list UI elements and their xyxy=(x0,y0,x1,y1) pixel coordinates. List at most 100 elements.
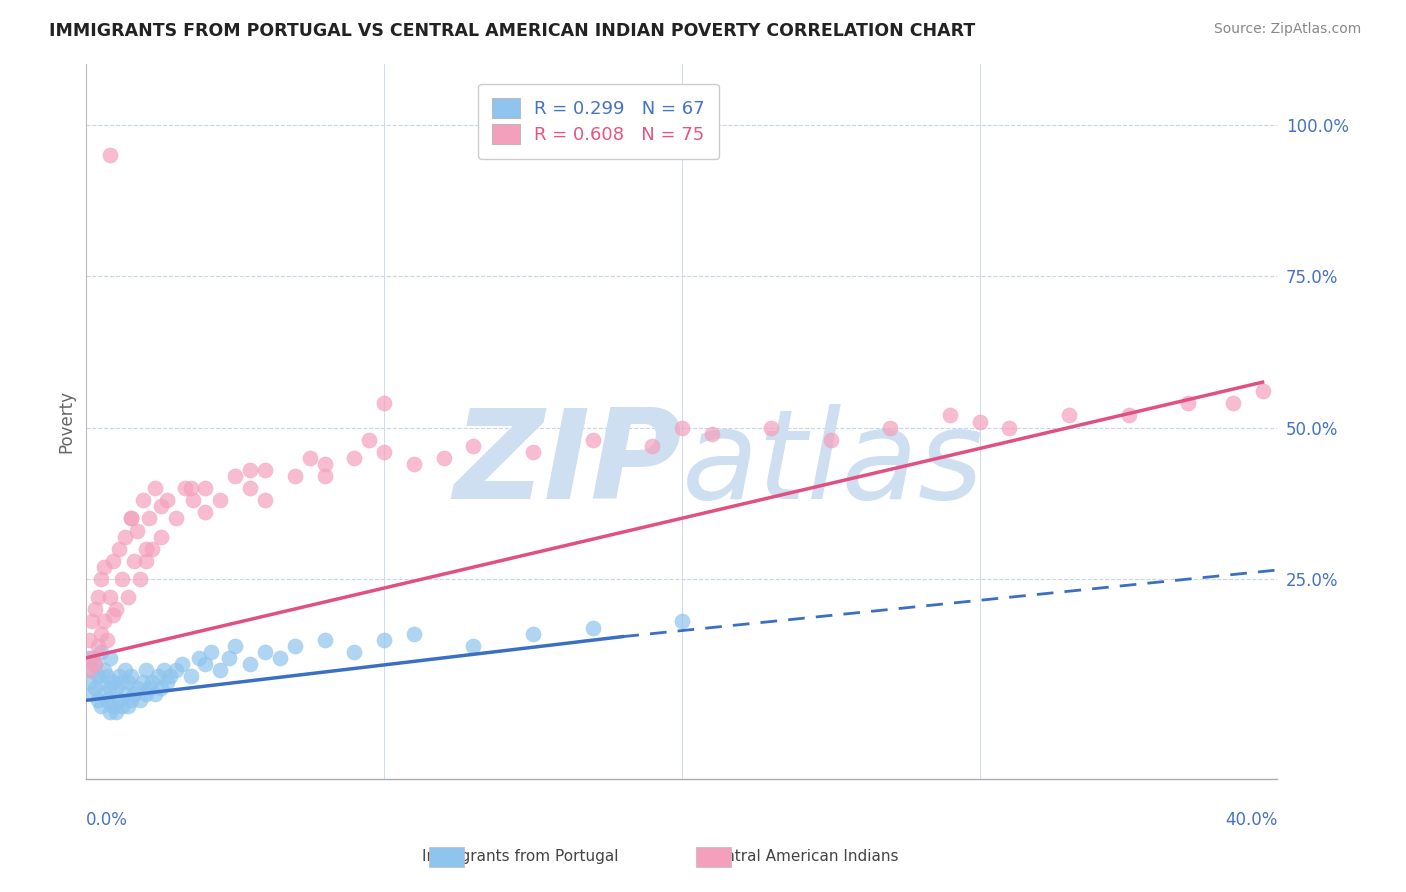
Point xyxy=(135,554,157,568)
Point xyxy=(284,639,307,653)
Point xyxy=(239,463,262,477)
Point xyxy=(373,445,395,459)
Point xyxy=(101,675,124,690)
Point xyxy=(87,669,110,683)
Point xyxy=(84,657,107,671)
Y-axis label: Poverty: Poverty xyxy=(58,390,75,453)
Point xyxy=(111,699,134,714)
Point xyxy=(224,639,246,653)
Point xyxy=(105,706,128,720)
Point xyxy=(120,511,142,525)
Point xyxy=(314,632,336,647)
Point xyxy=(314,457,336,471)
Point xyxy=(114,530,136,544)
Point xyxy=(170,657,193,671)
Point xyxy=(77,651,100,665)
Text: 0.0%: 0.0% xyxy=(86,811,128,830)
Point xyxy=(105,602,128,616)
Text: ZIP: ZIP xyxy=(453,404,682,525)
Point xyxy=(117,591,139,605)
Point xyxy=(87,591,110,605)
Point xyxy=(1057,409,1080,423)
Point xyxy=(969,415,991,429)
Point xyxy=(253,463,276,477)
Point xyxy=(149,681,172,695)
Point xyxy=(209,663,232,677)
Point xyxy=(581,621,603,635)
Legend: R = 0.299   N = 67, R = 0.608   N = 75: R = 0.299 N = 67, R = 0.608 N = 75 xyxy=(478,84,718,159)
Point xyxy=(114,687,136,701)
Point xyxy=(180,669,202,683)
Point xyxy=(138,511,160,525)
Point xyxy=(98,651,121,665)
Point xyxy=(108,541,131,556)
Point xyxy=(77,675,100,690)
Point xyxy=(1251,384,1274,399)
Point xyxy=(143,481,166,495)
Point xyxy=(152,663,174,677)
Text: Central American Indians: Central American Indians xyxy=(704,849,898,863)
Point xyxy=(101,699,124,714)
Point xyxy=(298,450,321,465)
Point xyxy=(128,693,150,707)
Point xyxy=(120,693,142,707)
Point xyxy=(122,687,145,701)
Point xyxy=(77,632,100,647)
Point xyxy=(641,439,664,453)
Point xyxy=(138,681,160,695)
Point xyxy=(111,572,134,586)
Point xyxy=(135,663,157,677)
Point xyxy=(373,632,395,647)
Point xyxy=(141,675,163,690)
Text: Immigrants from Portugal: Immigrants from Portugal xyxy=(422,849,619,863)
Point xyxy=(90,675,112,690)
Point xyxy=(269,651,291,665)
Point xyxy=(194,481,217,495)
Point xyxy=(98,148,121,162)
Point xyxy=(143,687,166,701)
Point xyxy=(180,481,202,495)
Point xyxy=(373,396,395,410)
Point xyxy=(998,420,1021,434)
Point xyxy=(84,681,107,695)
Point xyxy=(183,493,205,508)
Point xyxy=(77,663,100,677)
Point xyxy=(87,639,110,653)
Point xyxy=(105,681,128,695)
Point xyxy=(239,657,262,671)
Text: IMMIGRANTS FROM PORTUGAL VS CENTRAL AMERICAN INDIAN POVERTY CORRELATION CHART: IMMIGRANTS FROM PORTUGAL VS CENTRAL AMER… xyxy=(49,22,976,40)
Point xyxy=(98,706,121,720)
Point xyxy=(224,469,246,483)
Point xyxy=(101,608,124,623)
Point xyxy=(194,657,217,671)
Point xyxy=(90,626,112,640)
Point xyxy=(671,615,693,629)
Point xyxy=(359,433,381,447)
Point xyxy=(135,541,157,556)
Point xyxy=(156,493,179,508)
Point xyxy=(463,639,485,653)
Point xyxy=(209,493,232,508)
Point xyxy=(284,469,307,483)
Point xyxy=(120,511,142,525)
Point xyxy=(132,493,155,508)
Point xyxy=(114,663,136,677)
Point xyxy=(165,511,187,525)
Point xyxy=(117,699,139,714)
Point xyxy=(218,651,240,665)
Point xyxy=(93,663,115,677)
Point xyxy=(96,693,118,707)
Point xyxy=(343,645,366,659)
Point xyxy=(146,669,169,683)
Point xyxy=(108,669,131,683)
Point xyxy=(700,426,723,441)
Point xyxy=(402,626,425,640)
Point xyxy=(93,687,115,701)
Point xyxy=(149,500,172,514)
Point xyxy=(522,626,544,640)
Point xyxy=(84,602,107,616)
Point xyxy=(93,560,115,574)
Point xyxy=(82,615,104,629)
Point xyxy=(117,675,139,690)
Point xyxy=(98,591,121,605)
